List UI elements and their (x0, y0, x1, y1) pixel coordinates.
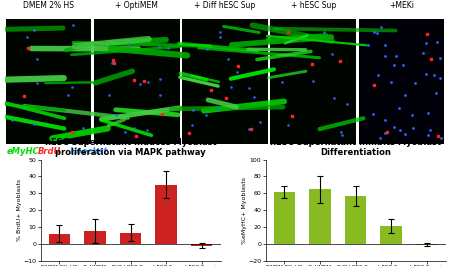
Bar (274, 192, 295, 244)
Text: DMEM 2% HS: DMEM 2% HS (23, 1, 74, 10)
Bar (380, 226, 402, 244)
Bar (84, 231, 106, 244)
Bar (345, 196, 366, 244)
Bar (270, 19, 356, 144)
Bar (155, 185, 177, 244)
Bar (182, 19, 268, 144)
Text: + Diff hESC Sup: + Diff hESC Sup (194, 1, 256, 10)
Text: +MEKi: +MEKi (389, 1, 414, 10)
Text: + hESC Sup: + hESC Sup (291, 1, 336, 10)
Text: BrdU: BrdU (38, 147, 62, 156)
Bar (6, 19, 91, 144)
Y-axis label: % BrdU+ Myoblasts: % BrdU+ Myoblasts (17, 179, 22, 241)
Bar (120, 233, 141, 244)
Title: hESC Supernatant induces Myoblast
proliferation via MAPK pathway: hESC Supernatant induces Myoblast prolif… (45, 138, 216, 157)
Bar (49, 234, 70, 244)
Bar (416, 244, 437, 245)
Bar (359, 19, 444, 144)
Text: Hoechst: Hoechst (70, 147, 108, 156)
Text: eMyHC: eMyHC (7, 147, 40, 156)
Title: hESC Supernatant inhibits Myoblast
Differentiation: hESC Supernatant inhibits Myoblast Diffe… (270, 138, 441, 157)
Bar (309, 189, 331, 244)
Y-axis label: %eMyHC+ Myoblasts: %eMyHC+ Myoblasts (242, 177, 247, 244)
Bar (94, 19, 180, 144)
Text: + OptiMEM: + OptiMEM (115, 1, 158, 10)
Bar (191, 244, 212, 246)
